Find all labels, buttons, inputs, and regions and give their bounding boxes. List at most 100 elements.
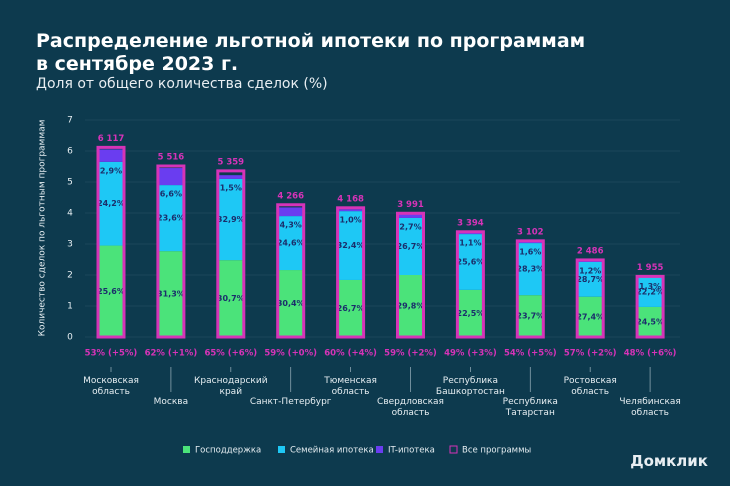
legend-swatch	[183, 446, 190, 453]
x-tick-label: Челябинская область	[619, 397, 681, 418]
bar-segment	[337, 279, 364, 337]
total-label: 1 955	[637, 263, 664, 273]
bar-segment	[98, 161, 124, 246]
y-tick-label: 0	[67, 333, 73, 343]
bar-segment	[457, 232, 484, 235]
footer-label: 48% (+6%)	[624, 349, 677, 359]
legend-swatch	[449, 445, 458, 454]
bar-segment	[337, 211, 364, 280]
total-outline	[515, 239, 545, 339]
footer-label: 60% (+4%)	[324, 349, 377, 359]
segment-label: 22,5%	[457, 309, 485, 318]
segment-label: 28,7%	[576, 275, 604, 284]
segment-label: 24,5%	[636, 317, 664, 326]
segment-label: 28,3%	[516, 265, 544, 274]
segment-label: 6,6%	[160, 190, 182, 199]
total-label: 4 168	[337, 194, 364, 204]
total-label: 4 266	[277, 191, 304, 201]
bar-segment	[337, 209, 364, 212]
bar-segment	[217, 260, 244, 337]
footer-label: 54% (+5%)	[504, 349, 557, 359]
bar-segment	[157, 185, 184, 252]
segment-label: 30,4%	[277, 299, 305, 308]
bar-segment	[277, 270, 304, 337]
segment-label: 1,0%	[340, 216, 362, 225]
segment-label: 30,7%	[217, 294, 245, 303]
footer-label: 62% (+1%)	[145, 349, 198, 359]
bar-segment	[637, 306, 664, 337]
total-label: 3 991	[397, 200, 424, 210]
bar-segment	[217, 175, 244, 179]
bar-segment	[457, 234, 484, 290]
legend-swatch	[376, 446, 383, 453]
total-outline	[575, 258, 605, 339]
segment-label: 1,5%	[220, 183, 242, 192]
bar-segment	[98, 245, 124, 337]
legend-swatch	[278, 446, 285, 453]
legend-label: Все программы	[462, 446, 531, 456]
total-outline	[276, 203, 306, 339]
footer-label: 57% (+2%)	[564, 349, 617, 359]
total-label: 3 394	[457, 218, 484, 228]
footer-label: 53% (+5%)	[85, 349, 138, 359]
x-tick-label: Тюменская область	[324, 376, 377, 397]
bar-segment	[397, 275, 424, 337]
y-tick-label: 6	[67, 147, 73, 157]
segment-label: 1,2%	[579, 266, 601, 275]
segment-label: 25,6%	[97, 287, 125, 296]
footer-label: 49% (+3%)	[444, 349, 497, 359]
total-outline	[336, 206, 366, 339]
bar-segment	[457, 289, 484, 337]
segment-label: 32,4%	[337, 241, 365, 250]
x-tick-label: Москва	[153, 397, 189, 407]
segment-label: 24,2%	[97, 199, 125, 208]
bar-segment	[157, 168, 184, 186]
x-tick-label: Республика Башкортостан	[435, 376, 505, 397]
bar-segment	[577, 261, 604, 297]
footer-label: 65% (+6%)	[204, 349, 257, 359]
footer-label: 59% (+0%)	[264, 349, 317, 359]
x-tick-label: Московская область	[83, 376, 139, 397]
x-tick-label: Санкт-Петербург	[249, 397, 332, 407]
x-tick-label: Республика Татарстан	[502, 397, 558, 418]
segment-label: 22,2%	[636, 288, 664, 297]
total-label: 2 486	[577, 246, 604, 256]
total-label: 6 117	[98, 134, 125, 144]
bar-segment	[577, 296, 604, 337]
bar-segment	[277, 216, 304, 271]
y-tick-label: 4	[67, 209, 73, 219]
bar-segment	[517, 295, 544, 337]
x-tick-label: Ростовская область	[563, 376, 617, 397]
segment-label: 24,6%	[277, 239, 305, 248]
y-tick-label: 7	[67, 116, 73, 126]
y-axis-label: Количество сделок по льготным программам	[38, 120, 48, 337]
segment-label: 1,1%	[459, 239, 481, 248]
legend-label: Семейная ипотека	[290, 446, 374, 456]
total-label: 5 516	[158, 153, 185, 163]
bar-segment	[397, 217, 424, 275]
segment-label: 26,7%	[337, 304, 365, 313]
total-label: 5 359	[217, 157, 244, 167]
logo: Домклик	[630, 452, 708, 470]
segment-label: 4,3%	[280, 221, 302, 230]
y-tick-label: 5	[67, 178, 73, 188]
total-outline	[396, 211, 425, 339]
segment-label: 26,7%	[397, 242, 425, 251]
legend-label: Господдержка	[195, 446, 261, 456]
total-label: 3 102	[517, 227, 544, 237]
bar-segment	[637, 277, 664, 307]
y-tick-label: 2	[67, 271, 73, 281]
segment-label: 23,7%	[516, 312, 544, 321]
segment-label: 2,7%	[399, 222, 421, 231]
total-outline	[156, 164, 186, 339]
total-outline	[96, 145, 126, 339]
total-outline	[635, 274, 665, 339]
bar-segment	[277, 207, 304, 217]
bar-segment	[397, 214, 424, 218]
segment-label: 25,6%	[457, 257, 485, 266]
segment-label: 23,6%	[157, 214, 185, 223]
segment-label: 31,3%	[157, 290, 185, 299]
segment-label: 32,9%	[217, 215, 245, 224]
